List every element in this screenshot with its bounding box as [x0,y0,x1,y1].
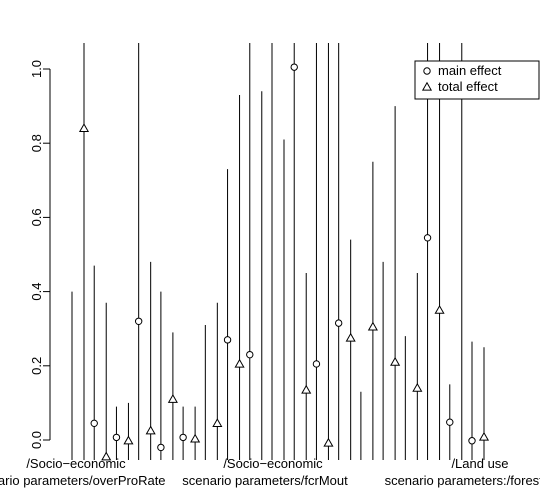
total-effect-point-5 [167,393,178,403]
total-effect-point-7 [212,418,223,427]
main-effect-point-19 [468,437,476,445]
y-axis: 0.0 0.2 0.4 0.6 0.8 1.0 [29,60,51,449]
total-effect-point-4 [145,425,156,435]
main-effect-point-3 [112,433,121,442]
total-effect-point-16 [412,382,423,392]
total-effect-point-12 [323,437,334,447]
y-tick-label: 0.4 [29,283,44,301]
total-effect-point-2 [101,451,112,461]
total-effect-point-8 [234,358,245,368]
markers-layer [78,63,490,461]
x-tick-label-line2: scenario parameters:/forestDe [385,473,540,488]
main-effect-point-2 [90,419,98,428]
total-effect-point-19 [478,431,490,441]
error-bars-layer [71,43,485,460]
main-effect-point-8 [223,336,232,344]
y-tick-label: 0.0 [29,431,44,449]
total-effect-point-14 [367,321,378,331]
x-tick-label-line1: /Socio−economic [223,456,323,471]
main-effect-point-4 [134,317,143,325]
total-effect-point-3 [123,435,134,445]
y-tick-label: 0.6 [29,208,44,226]
main-effect-point-18 [446,418,454,426]
total-effect-point-13 [345,332,356,342]
x-tick-label-line1: /Land use [451,456,508,471]
main-effect-point-5 [157,443,165,452]
total-effect-point-1 [78,123,90,133]
total-effect-point-15 [390,356,401,366]
main-effect-point-11 [290,63,298,71]
y-tick-label: 0.8 [29,134,44,152]
legend-entry-label: main effect [438,63,502,78]
total-effect-point-17 [434,304,445,314]
legend-entry-label: total effect [438,79,498,94]
main-effect-point-9 [246,350,254,359]
main-effect-point-17 [423,234,432,242]
main-effect-point-13 [334,319,343,327]
legend-box [414,60,540,100]
legend-triangle-icon [421,81,433,91]
total-effect-point-6 [190,433,201,443]
y-tick-label: 1.0 [29,60,44,78]
total-effect-point-11 [301,384,312,394]
x-tick-label-line2: scenario parameters/overProRate [0,473,166,488]
main-effect-point-12 [312,360,321,368]
x-tick-label-line1: /Socio−economic [26,456,126,471]
y-tick-label: 0.2 [29,357,44,375]
x-axis-labels: /Socio−economic scenario parameters/overP… [0,456,540,488]
x-tick-label-line2: scenario parameters/fcrMout [182,473,348,488]
legend-circle-icon [423,67,431,75]
main-effect-point-6 [179,433,187,442]
